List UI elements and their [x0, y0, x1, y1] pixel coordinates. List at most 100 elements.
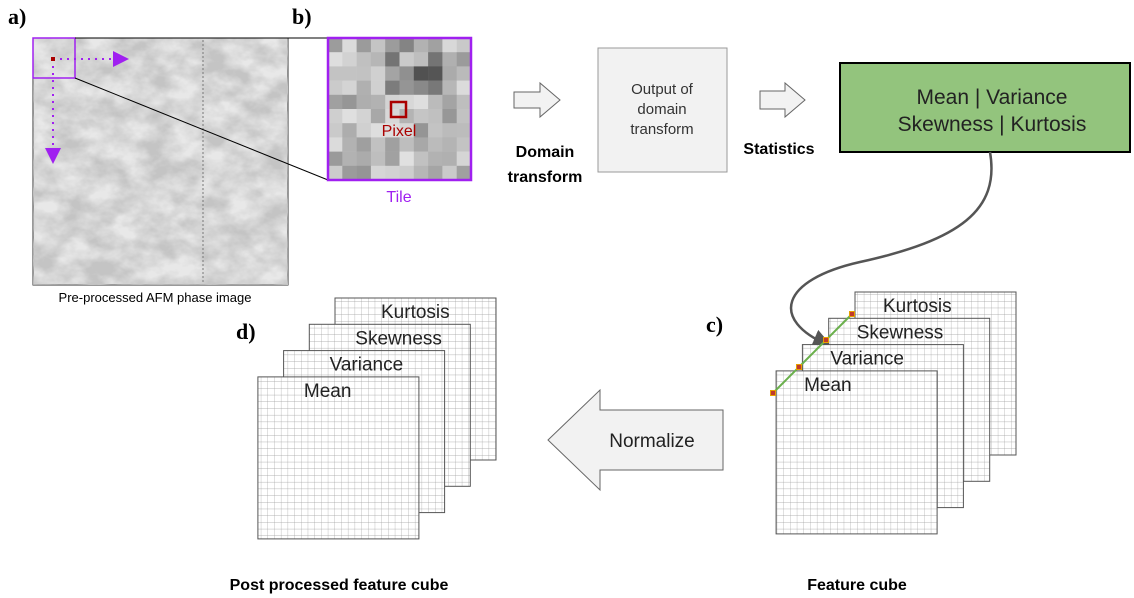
tile-cell [328, 166, 343, 181]
tile-cell [328, 123, 343, 138]
tile-cell [457, 52, 472, 66]
box-text: domain [637, 101, 686, 118]
tile-cell [371, 81, 386, 96]
panel-label: d) [236, 319, 256, 344]
tile-cell [357, 81, 372, 96]
tile-cell [342, 52, 357, 66]
tile-cell [428, 152, 443, 167]
tile-cell [414, 66, 429, 81]
tile-cell [414, 52, 429, 66]
tile-cell [385, 166, 400, 181]
caption: Post processed feature cube [230, 577, 449, 594]
tile-cell [385, 38, 400, 53]
layer-label: Variance [330, 355, 404, 376]
box-text: Skewness | Kurtosis [898, 113, 1087, 136]
tile-cell [457, 123, 472, 138]
pixel-dot [824, 338, 829, 343]
layer-label: Mean [304, 381, 352, 402]
tile-cell [371, 95, 386, 110]
tile-cell [357, 38, 372, 53]
tile-cell [342, 38, 357, 53]
tile-cell [428, 38, 443, 53]
tile-cell [428, 166, 443, 181]
tile-cell [457, 81, 472, 96]
panel-label: c) [706, 312, 723, 337]
tile-cell [442, 137, 457, 152]
box-text: transform [630, 121, 693, 138]
post-cube: Kurtosis Skewness Variance Mean [258, 298, 496, 539]
step-label: Normalize [609, 431, 695, 452]
tile-cell [457, 66, 472, 81]
pixel-dot [850, 312, 855, 317]
box-text: Output of [631, 81, 694, 98]
tile-cell [328, 66, 343, 81]
tile-cell [357, 95, 372, 110]
tile-cell [400, 52, 415, 66]
pixel-dot [797, 365, 802, 370]
layer-label: Skewness [857, 322, 944, 343]
box-text: Mean | Variance [917, 86, 1068, 109]
tile-cell [328, 81, 343, 96]
tile-cell [342, 109, 357, 124]
tile-cell [328, 95, 343, 110]
tile-cell [414, 95, 429, 110]
tile-cell [428, 123, 443, 138]
tile-cell [400, 66, 415, 81]
tile-cell [371, 38, 386, 53]
tile-cell [342, 137, 357, 152]
feature-layer [776, 371, 937, 534]
layer-label: Kurtosis [883, 296, 952, 317]
tile-cell [414, 38, 429, 53]
tile-cell [428, 81, 443, 96]
tile-cell [371, 109, 386, 124]
tile-cells [328, 38, 471, 180]
tile-cell [442, 166, 457, 181]
tile-cell [414, 152, 429, 167]
tile-cell [457, 38, 472, 53]
tile-cell [371, 52, 386, 66]
tile-cell [342, 123, 357, 138]
tile-cell [457, 152, 472, 167]
arrow [760, 83, 805, 117]
tile-cell [357, 137, 372, 152]
tile-cell [371, 66, 386, 81]
tile-cell [400, 152, 415, 167]
tile-cell [428, 66, 443, 81]
tile-cell [442, 52, 457, 66]
layer-label: Variance [830, 349, 904, 370]
tile-cell [400, 81, 415, 96]
tile-cell [457, 109, 472, 124]
caption: Feature cube [807, 577, 907, 594]
tile-cell [414, 81, 429, 96]
step-label: Domain [516, 144, 575, 161]
tile-cell [457, 95, 472, 110]
layer-label: Skewness [355, 328, 442, 349]
step-label: Statistics [743, 141, 814, 158]
tile-cell [414, 166, 429, 181]
tile-cell [342, 66, 357, 81]
tile-cell [442, 152, 457, 167]
tile-cell [357, 52, 372, 66]
pixel-label: Pixel [382, 123, 417, 140]
tile-cell [357, 166, 372, 181]
tile-cell [357, 152, 372, 167]
tile-cell [442, 123, 457, 138]
tile-cell [414, 109, 429, 124]
tile-cell [385, 66, 400, 81]
pixel-dot [51, 57, 55, 61]
tile-cell [428, 95, 443, 110]
diagram: a) Pre-processed AFM phase image b) Pixe… [0, 0, 1134, 598]
afm-texture [33, 38, 288, 285]
tile-label: Tile [386, 189, 411, 206]
panel-label: b) [292, 4, 312, 29]
tile-cell [357, 109, 372, 124]
tile-cell [442, 81, 457, 96]
tile-cell [400, 166, 415, 181]
tile-cell [342, 166, 357, 181]
tile-cell [328, 52, 343, 66]
caption: Pre-processed AFM phase image [59, 290, 252, 305]
layer-label: Kurtosis [381, 302, 450, 323]
tile-cell [428, 52, 443, 66]
tile-cell [457, 166, 472, 181]
tile-cell [371, 166, 386, 181]
